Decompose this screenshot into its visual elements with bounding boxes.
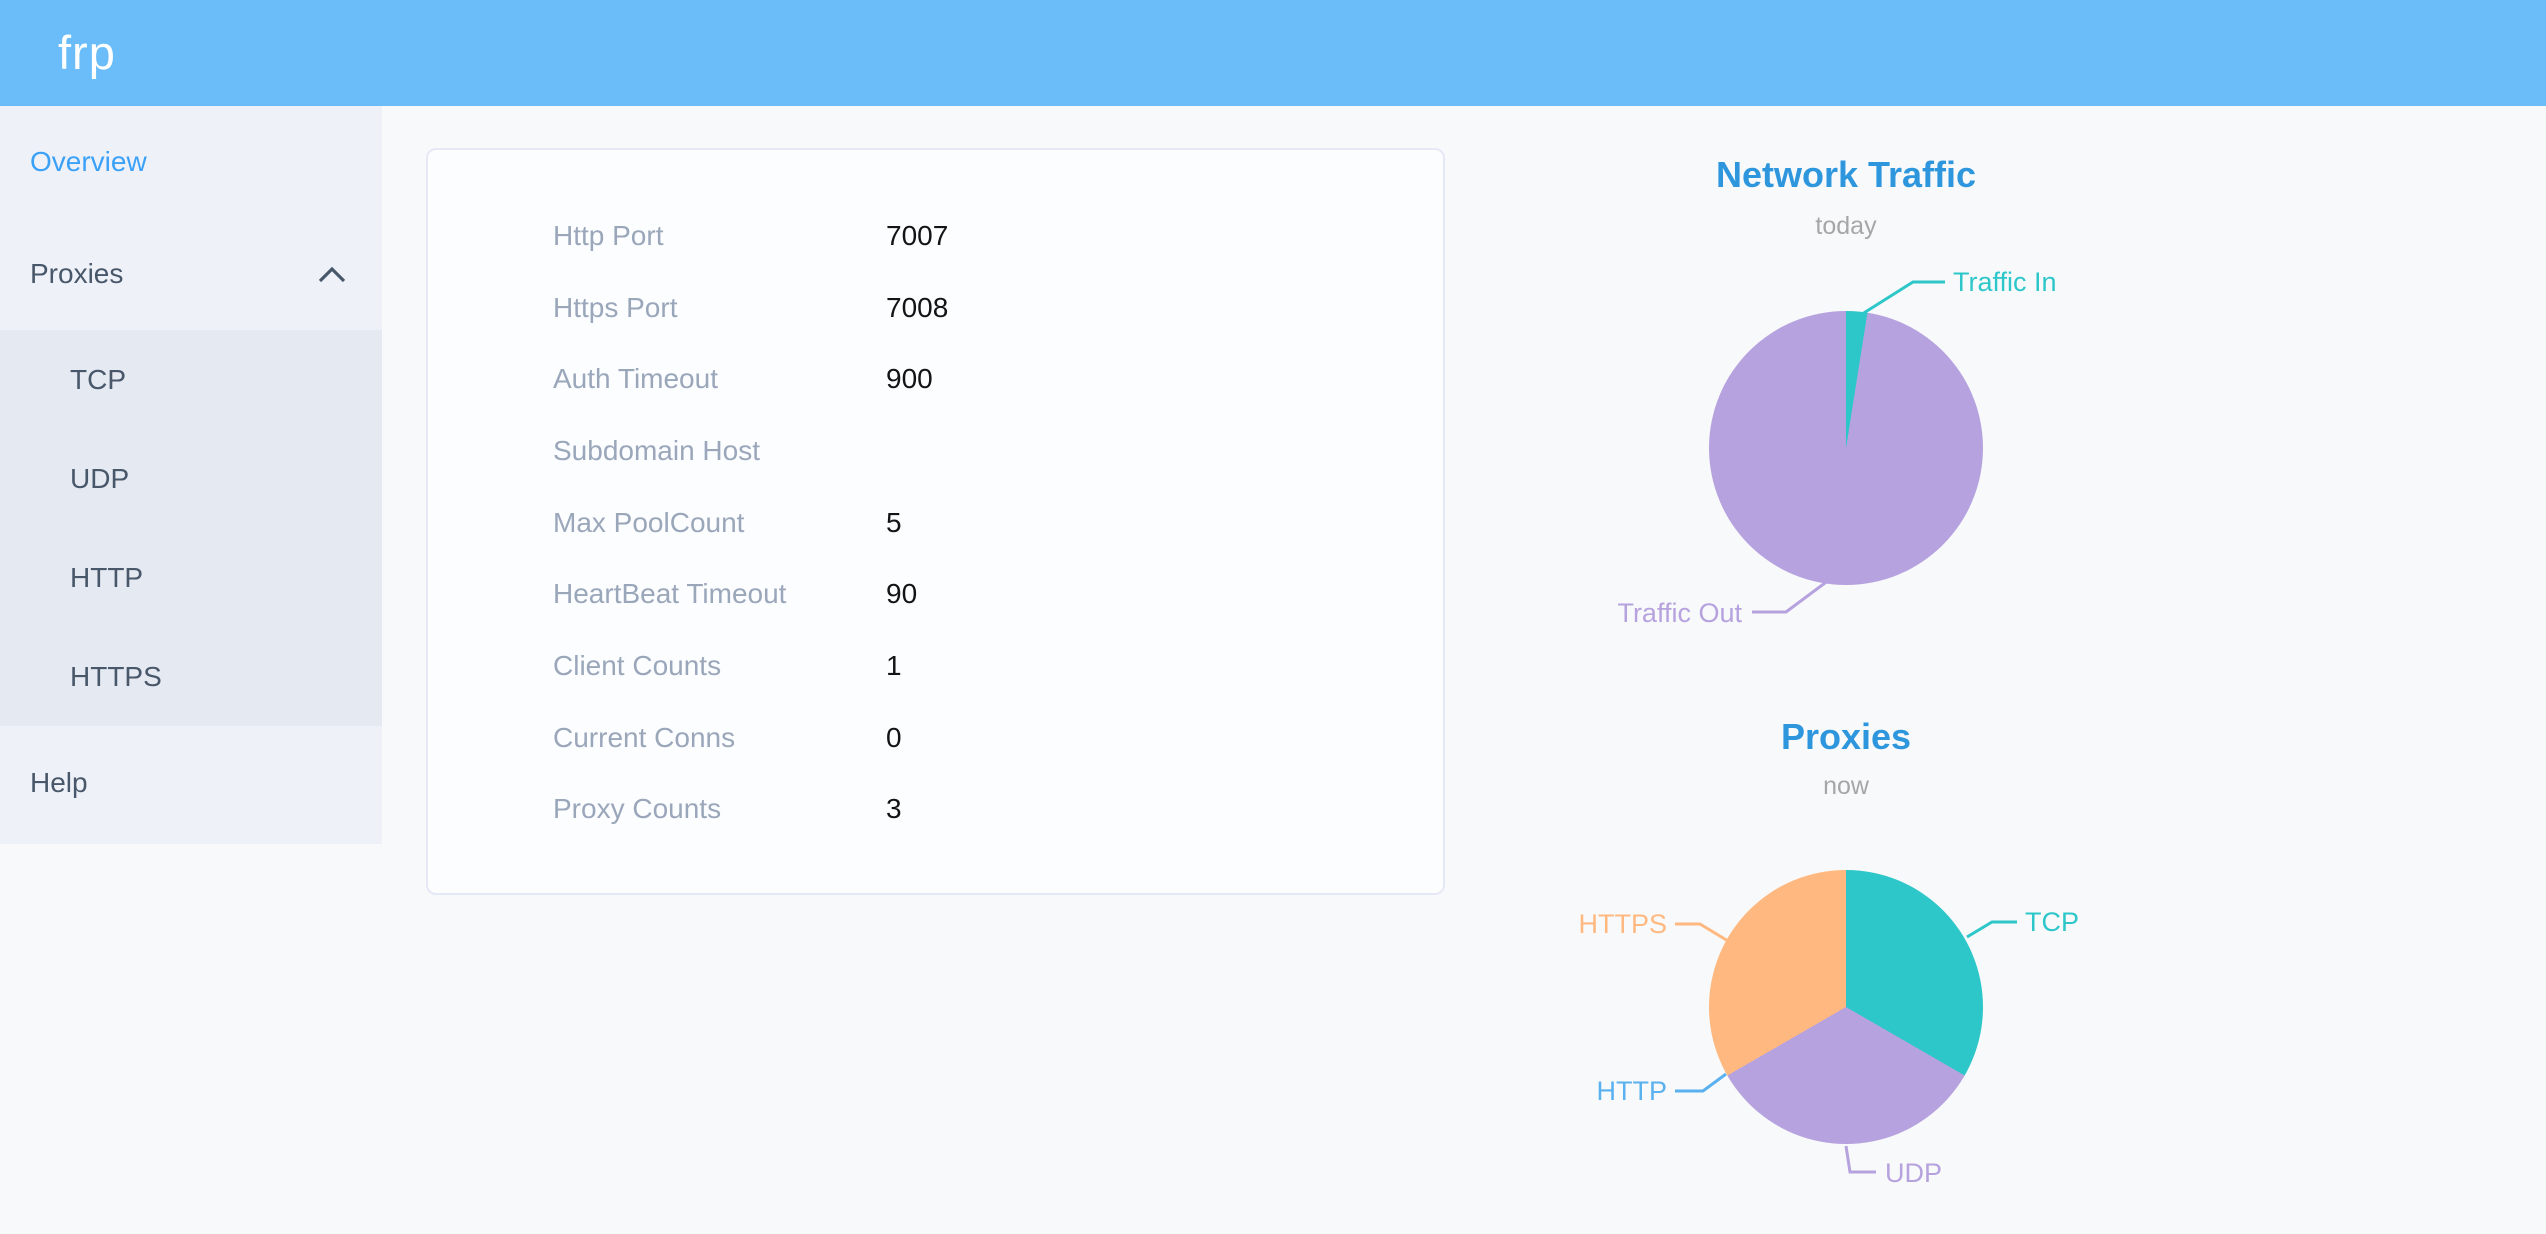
- proxies-submenu: TCP UDP HTTP HTTPS: [0, 330, 382, 726]
- pie-label-https: HTTPS: [1578, 909, 1667, 939]
- config-row-http-port: Http Port 7007: [428, 200, 1443, 272]
- sidebar-item-label: UDP: [70, 462, 130, 494]
- config-row-heartbeat-timeout: HeartBeat Timeout 90: [428, 558, 1443, 630]
- proxies-pie-chart[interactable]: [1709, 870, 1983, 1144]
- sidebar-item-udp[interactable]: UDP: [0, 429, 382, 528]
- config-label: Subdomain Host: [553, 434, 761, 466]
- frp-logo: frp: [58, 26, 116, 79]
- sidebar-item-label: Help: [30, 766, 88, 798]
- config-row-max-poolcount: Max PoolCount 5: [428, 487, 1443, 559]
- config-row-subdomain-host: Subdomain Host: [428, 415, 1443, 487]
- config-value: 0: [886, 721, 902, 753]
- pie-label-udp: UDP: [1885, 1158, 1943, 1188]
- sidebar-item-label: TCP: [70, 363, 126, 395]
- config-label: Client Counts: [553, 649, 722, 681]
- sidebar-item-help[interactable]: Help: [0, 726, 382, 839]
- network-traffic-chart-subtitle: today: [1815, 212, 1877, 240]
- config-row-auth-timeout: Auth Timeout 900: [428, 343, 1443, 415]
- config-value: 1: [886, 649, 902, 681]
- config-value: 7007: [886, 219, 949, 251]
- config-label: Current Conns: [553, 721, 736, 753]
- callout-line-traffic-out: [1752, 575, 1834, 614]
- sidebar-item-http[interactable]: HTTP: [0, 528, 382, 627]
- callout-line-tcp: [1966, 920, 2017, 939]
- callout-line-udp: [1844, 1145, 1876, 1174]
- server-config-rows: Http Port 7007 Https Port 7008 Auth Time…: [428, 200, 1443, 845]
- config-value: 5: [886, 506, 902, 538]
- config-value: 90: [886, 578, 918, 610]
- network-traffic-pie-chart[interactable]: [1709, 311, 1983, 585]
- sidebar-item-label: HTTP: [70, 561, 144, 593]
- server-config-card: Http Port 7007 Https Port 7008 Auth Time…: [426, 148, 1445, 895]
- network-traffic-chart-title: Network Traffic: [1715, 154, 1977, 195]
- sidebar-item-tcp[interactable]: TCP: [0, 330, 382, 429]
- pie-label-traffic-in: Traffic In: [1953, 267, 2057, 297]
- config-label: Auth Timeout: [553, 363, 718, 395]
- config-value: 7008: [886, 291, 949, 323]
- proxies-chart-title: Proxies: [1780, 716, 1912, 757]
- callout-line-https: [1675, 922, 1734, 946]
- proxies-chart-subtitle: now: [1823, 772, 1869, 800]
- pie-label-tcp: TCP: [2025, 907, 2079, 937]
- sidebar-item-overview[interactable]: Overview: [0, 106, 382, 218]
- callout-line-traffic-in: [1858, 280, 1945, 318]
- config-value: 900: [886, 363, 933, 395]
- sidebar-item-label: Proxies: [30, 258, 124, 289]
- pie-label-traffic-out: Traffic Out: [1617, 598, 1742, 628]
- chevron-up-icon[interactable]: [318, 266, 346, 283]
- sidebar-menu: Overview Proxies TCP UDP HTTP HTTPS Help: [0, 106, 382, 844]
- config-label: Max PoolCount: [553, 506, 745, 538]
- pie-callout-lines: [1675, 280, 2017, 1174]
- sidebar-item-label: Overview: [30, 146, 147, 177]
- config-row-current-conns: Current Conns 0: [428, 702, 1443, 774]
- config-row-client-counts: Client Counts 1: [428, 630, 1443, 702]
- pie-label-http: HTTP: [1596, 1076, 1668, 1106]
- callout-line-http: [1675, 1072, 1727, 1093]
- top-navbar: frp: [0, 0, 2546, 106]
- config-label: Http Port: [553, 219, 664, 251]
- config-label: Proxy Counts: [553, 793, 722, 825]
- sidebar-item-proxies[interactable]: Proxies: [0, 218, 382, 330]
- config-label: Https Port: [553, 291, 678, 323]
- config-row-https-port: Https Port 7008: [428, 272, 1443, 344]
- config-row-proxy-counts: Proxy Counts 3: [428, 774, 1443, 846]
- config-label: HeartBeat Timeout: [553, 578, 787, 610]
- sidebar-item-https[interactable]: HTTPS: [0, 627, 382, 726]
- sidebar-item-label: HTTPS: [70, 660, 162, 692]
- config-value: 3: [886, 793, 902, 825]
